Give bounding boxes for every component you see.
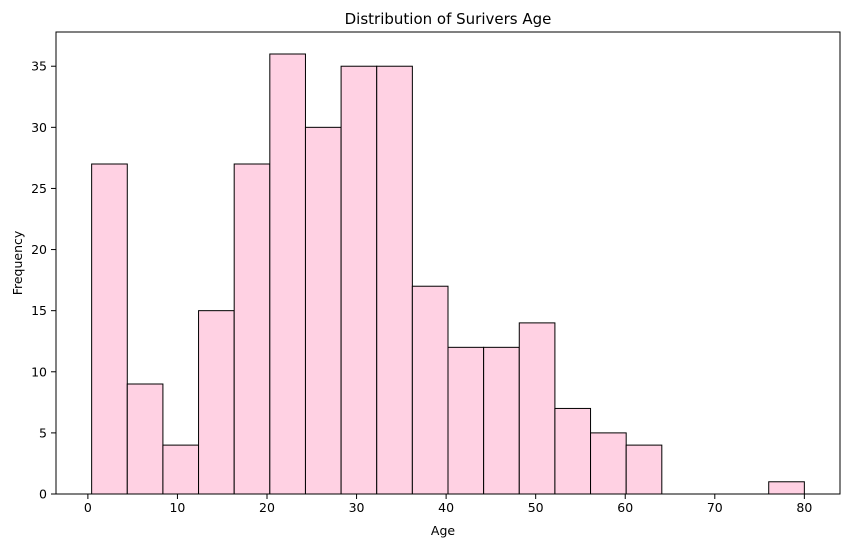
- x-tick-label: 50: [528, 500, 544, 515]
- y-tick-label: 0: [39, 487, 47, 502]
- y-tick-label: 20: [31, 242, 47, 257]
- x-tick-label: 60: [617, 500, 633, 515]
- histogram-bar: [126, 383, 164, 495]
- histogram-bar: [233, 163, 271, 495]
- histogram-bar: [91, 163, 128, 495]
- x-tick-label: 40: [438, 500, 454, 515]
- histogram-bar: [340, 65, 378, 495]
- histogram-bar: [198, 310, 235, 495]
- histogram-bar: [518, 322, 556, 495]
- x-tick-label: 20: [259, 500, 275, 515]
- y-tick-label: 10: [31, 364, 47, 379]
- x-axis: 0 10 20 30 40 50 60 70 80: [84, 494, 812, 515]
- histogram-bar: [590, 432, 627, 495]
- y-axis: 0 5 10 15 20 25 30 35: [31, 59, 56, 502]
- y-axis-label: Frequency: [10, 230, 25, 295]
- histogram-bar: [162, 444, 200, 495]
- histogram-bar: [447, 346, 485, 495]
- histogram-bar: [411, 285, 449, 495]
- x-tick-label: 80: [796, 500, 812, 515]
- y-tick-label: 25: [31, 181, 47, 196]
- histogram-bar: [625, 444, 663, 495]
- x-tick-label: 10: [169, 500, 185, 515]
- plot-frame: [55, 31, 841, 495]
- histogram-bar: [304, 126, 342, 495]
- y-tick-label: 15: [31, 303, 47, 318]
- x-tick-label: 30: [349, 500, 365, 515]
- x-tick-label: 0: [84, 500, 92, 515]
- x-tick-label: 70: [707, 500, 723, 515]
- histogram-bar: [483, 346, 520, 495]
- histogram-bar: [376, 65, 413, 495]
- y-tick-label: 30: [31, 120, 47, 135]
- x-axis-label: Age: [431, 523, 455, 538]
- y-tick-label: 35: [31, 59, 47, 74]
- bars-group: [91, 53, 805, 495]
- histogram-bar: [554, 407, 592, 495]
- chart-title: Distribution of Surivers Age: [345, 10, 552, 28]
- histogram-bar: [269, 53, 306, 495]
- y-tick-label: 5: [39, 425, 47, 440]
- histogram-bar: [768, 481, 805, 495]
